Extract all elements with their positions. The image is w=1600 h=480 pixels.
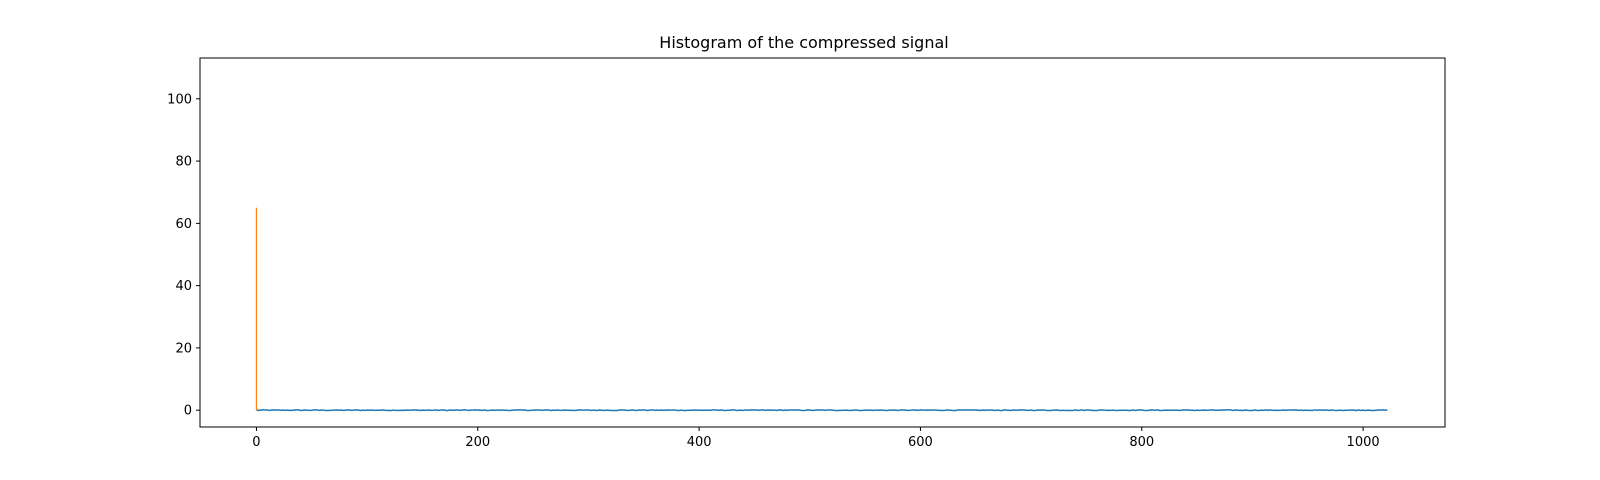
y-tick-label: 100 xyxy=(167,92,192,107)
x-tick-label: 600 xyxy=(908,435,933,450)
x-tick-label: 0 xyxy=(252,435,260,450)
series-line-blue xyxy=(256,409,1388,412)
y-tick-label: 40 xyxy=(175,279,192,294)
y-tick-label: 0 xyxy=(184,404,192,419)
x-tick-label: 800 xyxy=(1129,435,1154,450)
y-tick-label: 60 xyxy=(175,217,192,232)
x-tick-label: 400 xyxy=(687,435,712,450)
y-tick-label: 80 xyxy=(175,155,192,170)
y-tick-label: 20 xyxy=(175,341,192,356)
chart-title: Histogram of the compressed signal xyxy=(659,33,948,52)
x-tick-label: 200 xyxy=(465,435,490,450)
x-tick-label: 1000 xyxy=(1347,435,1380,450)
axes: 0 200 400 600 800 1000 0 20 40 60 80 100 xyxy=(167,92,1379,450)
plot-area xyxy=(255,207,1388,412)
plot-frame xyxy=(199,57,1446,428)
